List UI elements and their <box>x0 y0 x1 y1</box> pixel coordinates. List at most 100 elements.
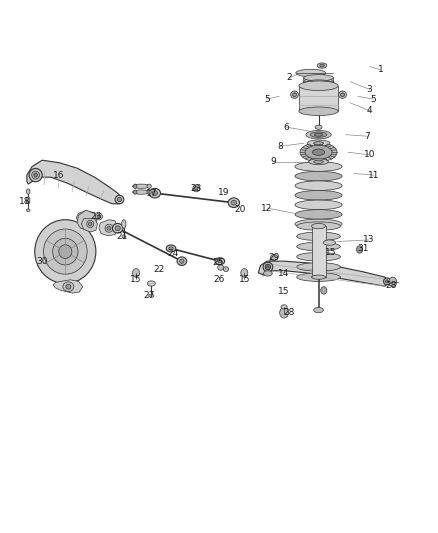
Text: 21: 21 <box>117 232 128 241</box>
Ellipse shape <box>180 259 184 263</box>
Ellipse shape <box>263 262 273 272</box>
Ellipse shape <box>115 195 124 204</box>
Ellipse shape <box>149 188 160 198</box>
Ellipse shape <box>113 223 123 233</box>
Ellipse shape <box>300 143 337 162</box>
Ellipse shape <box>228 198 240 207</box>
Ellipse shape <box>315 125 322 130</box>
Ellipse shape <box>309 159 328 165</box>
Text: 18: 18 <box>19 197 31 206</box>
Text: 5: 5 <box>264 94 270 103</box>
Ellipse shape <box>321 269 327 274</box>
Ellipse shape <box>314 160 323 164</box>
Ellipse shape <box>312 149 325 156</box>
Ellipse shape <box>148 281 155 286</box>
Text: 15: 15 <box>239 274 250 284</box>
Ellipse shape <box>34 173 37 177</box>
Text: 7: 7 <box>364 132 370 141</box>
Ellipse shape <box>215 258 225 265</box>
Text: 25: 25 <box>212 258 223 266</box>
Ellipse shape <box>32 171 39 179</box>
Polygon shape <box>76 211 95 225</box>
Ellipse shape <box>66 284 71 289</box>
Ellipse shape <box>264 271 272 276</box>
Text: 23: 23 <box>191 184 202 193</box>
Circle shape <box>280 308 288 318</box>
Ellipse shape <box>26 197 30 202</box>
Text: 20: 20 <box>234 205 246 214</box>
Ellipse shape <box>297 232 340 240</box>
Ellipse shape <box>105 224 113 232</box>
Text: 19: 19 <box>218 188 229 197</box>
Ellipse shape <box>122 235 126 238</box>
Text: 4: 4 <box>367 106 372 115</box>
Ellipse shape <box>107 227 111 230</box>
Ellipse shape <box>166 245 176 252</box>
Polygon shape <box>27 160 122 204</box>
Text: 27: 27 <box>144 291 155 300</box>
Text: 8: 8 <box>277 142 283 151</box>
Bar <box>299 86 338 111</box>
Ellipse shape <box>177 257 187 265</box>
Ellipse shape <box>305 146 332 159</box>
Ellipse shape <box>314 308 323 313</box>
Ellipse shape <box>134 190 137 194</box>
Ellipse shape <box>122 220 126 228</box>
Polygon shape <box>99 220 118 236</box>
Ellipse shape <box>26 201 30 204</box>
Ellipse shape <box>267 266 269 268</box>
Circle shape <box>389 277 397 287</box>
Polygon shape <box>304 77 333 83</box>
Polygon shape <box>258 261 390 286</box>
Ellipse shape <box>29 168 42 182</box>
Ellipse shape <box>97 215 101 218</box>
Polygon shape <box>53 280 83 293</box>
Ellipse shape <box>385 280 389 283</box>
Ellipse shape <box>193 185 200 192</box>
Ellipse shape <box>304 75 333 81</box>
Ellipse shape <box>339 91 346 99</box>
Ellipse shape <box>295 200 342 209</box>
Ellipse shape <box>26 209 30 212</box>
Ellipse shape <box>341 93 345 96</box>
Ellipse shape <box>311 223 325 229</box>
Text: 29: 29 <box>269 253 280 262</box>
Ellipse shape <box>310 132 327 138</box>
Ellipse shape <box>297 253 340 261</box>
Ellipse shape <box>317 63 327 68</box>
Text: 31: 31 <box>357 245 369 254</box>
Ellipse shape <box>194 187 198 190</box>
Ellipse shape <box>384 278 391 285</box>
Text: 17: 17 <box>145 189 157 198</box>
Text: 5: 5 <box>370 94 376 103</box>
Bar <box>311 226 325 277</box>
Ellipse shape <box>299 107 338 116</box>
Ellipse shape <box>314 142 323 145</box>
Ellipse shape <box>281 305 287 309</box>
Ellipse shape <box>297 273 340 281</box>
Text: 1: 1 <box>378 66 383 74</box>
Ellipse shape <box>133 190 150 194</box>
Ellipse shape <box>95 213 102 220</box>
Ellipse shape <box>271 254 278 261</box>
Ellipse shape <box>306 131 331 139</box>
Text: 30: 30 <box>36 257 48 265</box>
Text: 24: 24 <box>167 249 179 259</box>
Text: 13: 13 <box>363 236 374 245</box>
Circle shape <box>133 269 140 277</box>
Text: 15: 15 <box>325 248 336 257</box>
Ellipse shape <box>59 245 72 259</box>
Ellipse shape <box>53 238 78 265</box>
Ellipse shape <box>63 282 74 292</box>
Text: 23: 23 <box>90 212 102 221</box>
Ellipse shape <box>293 93 297 96</box>
Ellipse shape <box>304 80 333 86</box>
Circle shape <box>241 269 248 277</box>
Circle shape <box>357 246 363 253</box>
Ellipse shape <box>147 184 151 188</box>
Ellipse shape <box>290 91 298 99</box>
Ellipse shape <box>223 266 229 271</box>
Ellipse shape <box>152 191 157 196</box>
Text: 3: 3 <box>367 85 372 94</box>
Ellipse shape <box>297 222 340 230</box>
